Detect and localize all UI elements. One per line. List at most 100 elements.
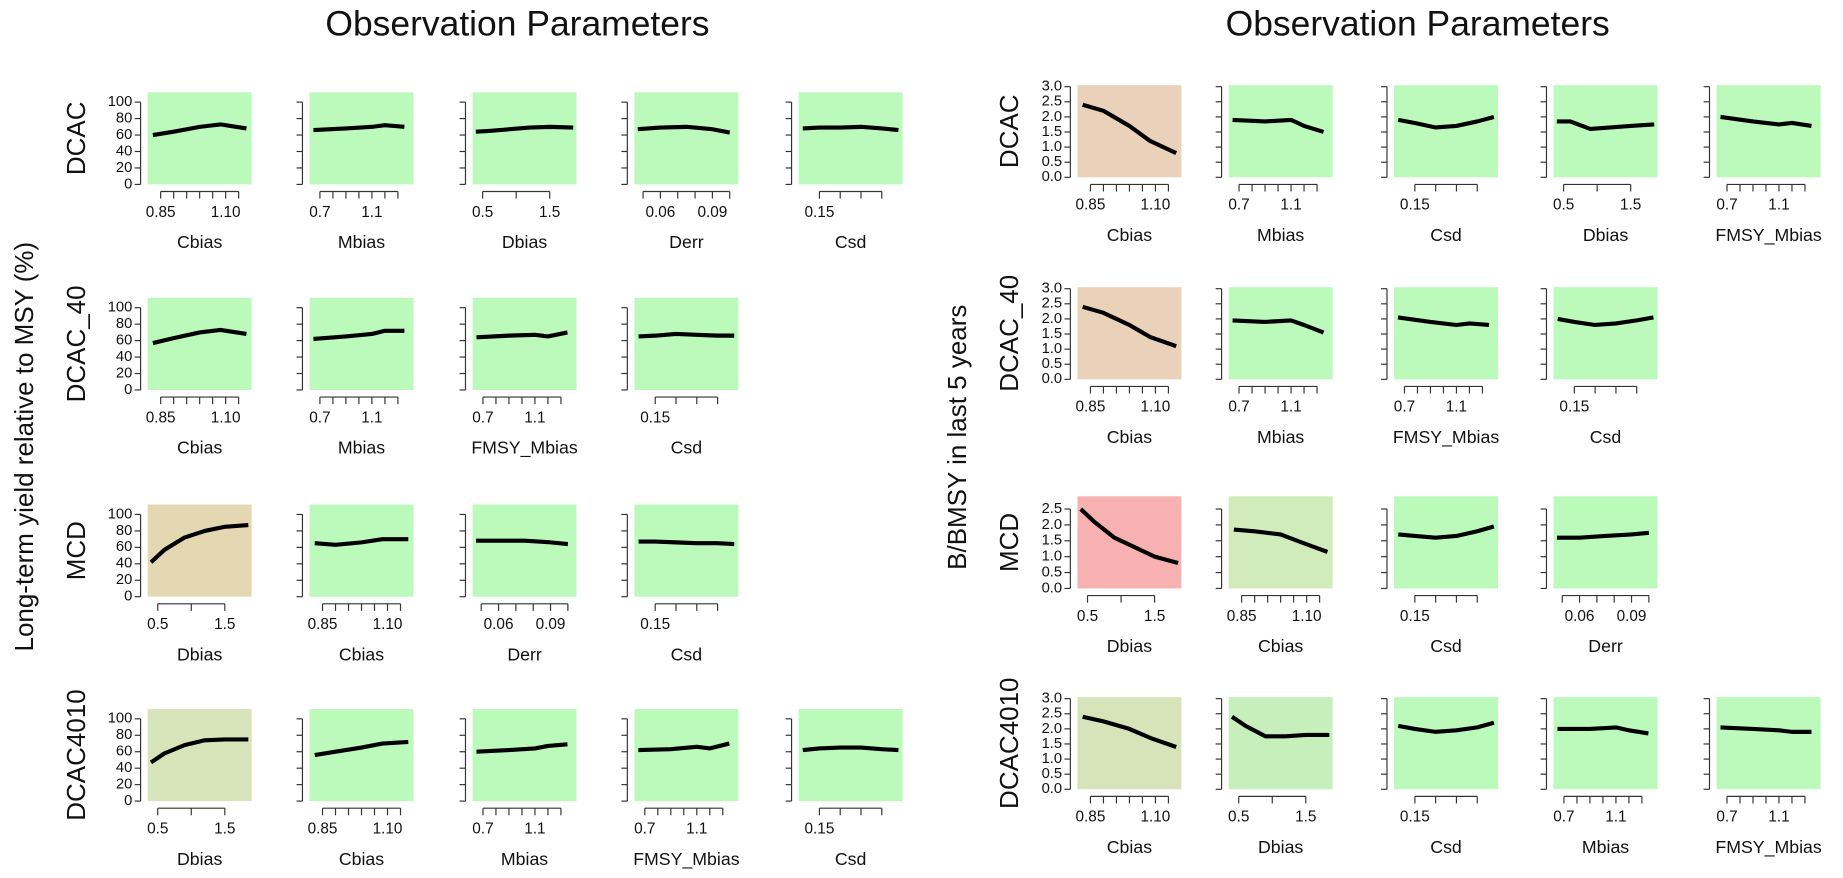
x-tick-label: 0.09 bbox=[536, 616, 566, 633]
point-cloud bbox=[309, 92, 414, 185]
trend-line bbox=[152, 327, 247, 346]
x-tick-label: 0.09 bbox=[1617, 608, 1647, 625]
trend-line bbox=[476, 330, 568, 340]
y-tick-label: 2.0 bbox=[1042, 109, 1063, 125]
x-tick-label: 1.5 bbox=[214, 821, 235, 838]
y-tick-label: 1.5 bbox=[1042, 326, 1063, 342]
trend-line bbox=[638, 539, 735, 547]
trend-line bbox=[475, 538, 569, 547]
y-tick-label: 20 bbox=[116, 777, 132, 793]
x-axis-title: Mbias bbox=[1257, 427, 1304, 447]
trend-line bbox=[1232, 117, 1325, 134]
x-axis-title: Dbias bbox=[1258, 837, 1303, 857]
y-tick-label: 0.0 bbox=[1042, 580, 1063, 596]
x-tick-label: 0.15 bbox=[1400, 809, 1430, 826]
trend-line bbox=[476, 742, 568, 754]
x-tick-label: 0.5 bbox=[147, 616, 168, 633]
y-tick-label: 80 bbox=[116, 523, 132, 539]
x-axis-title: FMSY_Mbias bbox=[471, 438, 577, 459]
trend-line bbox=[149, 523, 249, 564]
trend-line bbox=[1556, 119, 1655, 132]
y-tick-label: 40 bbox=[116, 556, 132, 572]
y-tick-label: 2.0 bbox=[1042, 517, 1063, 533]
point-cloud bbox=[472, 708, 577, 802]
y-tick-label: 0.0 bbox=[1042, 781, 1063, 797]
y-tick-label: 1.0 bbox=[1042, 139, 1063, 155]
point-cloud bbox=[147, 297, 252, 390]
trend-line bbox=[1397, 315, 1490, 328]
trend-line bbox=[638, 741, 730, 753]
trend-line bbox=[314, 739, 409, 758]
x-axis-title: Cbias bbox=[1258, 636, 1303, 656]
x-axis-title: Csd bbox=[1430, 225, 1462, 245]
x-tick-label: 1.1 bbox=[1768, 197, 1789, 214]
y-tick-label: 40 bbox=[116, 760, 132, 776]
y-tick-label: 0 bbox=[124, 589, 132, 605]
x-tick-label: 1.1 bbox=[524, 409, 545, 426]
y-axis-title: Long-term yield relative to MSY (%) bbox=[9, 242, 39, 652]
y-tick-label: 60 bbox=[116, 539, 132, 555]
trend-line bbox=[1397, 114, 1495, 130]
x-tick-label: 1.1 bbox=[1280, 399, 1301, 416]
x-tick-label: 0.85 bbox=[308, 821, 338, 838]
trend-line bbox=[1233, 527, 1329, 554]
point-cloud bbox=[634, 708, 739, 802]
row-label: DCAC bbox=[994, 94, 1024, 168]
point-cloud bbox=[1228, 287, 1333, 380]
y-tick-label: 80 bbox=[116, 727, 132, 743]
trend-line bbox=[1082, 714, 1177, 749]
x-tick-label: 0.06 bbox=[484, 616, 514, 633]
x-tick-label: 0.7 bbox=[1716, 197, 1737, 214]
x-axis-title: Cbias bbox=[339, 644, 384, 664]
x-tick-label: 0.7 bbox=[1553, 809, 1574, 826]
x-axis-title: Mbias bbox=[338, 438, 385, 458]
y-tick-label: 3.0 bbox=[1042, 281, 1063, 297]
trend-line bbox=[1082, 102, 1178, 155]
trend-line bbox=[475, 124, 574, 134]
row-label: MCD bbox=[994, 513, 1024, 572]
trend-line bbox=[314, 537, 409, 547]
x-tick-label: 1.5 bbox=[214, 616, 235, 633]
x-axis-title: Csd bbox=[671, 644, 703, 664]
y-tick-label: 0.5 bbox=[1042, 564, 1063, 580]
y-tick-label: 100 bbox=[108, 300, 133, 316]
x-axis-title: Cbias bbox=[1107, 427, 1152, 447]
y-tick-label: 0.5 bbox=[1042, 356, 1063, 372]
x-axis-title: Cbias bbox=[177, 438, 222, 458]
y-tick-label: 100 bbox=[108, 94, 133, 110]
x-axis-title: Cbias bbox=[1107, 225, 1152, 245]
point-cloud bbox=[309, 504, 414, 597]
point-cloud bbox=[1716, 85, 1821, 178]
figure-title: Observation Parameters bbox=[325, 3, 709, 43]
x-axis-title: Derr bbox=[669, 232, 704, 252]
x-tick-label: 1.1 bbox=[361, 204, 382, 221]
trend-line bbox=[149, 737, 249, 765]
x-tick-label: 0.7 bbox=[472, 409, 493, 426]
y-tick-label: 1.0 bbox=[1042, 751, 1063, 767]
y-tick-label: 2.0 bbox=[1042, 311, 1063, 327]
point-cloud bbox=[1553, 697, 1658, 790]
point-cloud bbox=[472, 297, 577, 390]
trend-line bbox=[802, 124, 899, 133]
x-tick-label: 0.15 bbox=[1400, 197, 1430, 214]
x-tick-label: 0.7 bbox=[472, 821, 493, 838]
y-tick-label: 100 bbox=[108, 506, 133, 522]
y-tick-label: 2.5 bbox=[1042, 296, 1063, 312]
x-tick-label: 0.85 bbox=[146, 409, 176, 426]
x-tick-label: 1.1 bbox=[1768, 809, 1789, 826]
x-tick-label: 1.10 bbox=[1140, 809, 1170, 826]
x-tick-label: 0.5 bbox=[147, 821, 168, 838]
point-cloud bbox=[1553, 287, 1658, 380]
y-tick-label: 80 bbox=[116, 316, 132, 332]
x-tick-label: 0.15 bbox=[640, 616, 670, 633]
x-axis-title: Csd bbox=[835, 849, 867, 869]
x-tick-label: 0.7 bbox=[1394, 399, 1415, 416]
x-axis-title: Dbias bbox=[1583, 225, 1628, 245]
point-cloud bbox=[1394, 85, 1499, 178]
x-tick-label: 0.7 bbox=[1228, 197, 1249, 214]
point-cloud bbox=[1077, 287, 1182, 380]
x-axis-title: FMSY_Mbias bbox=[633, 849, 739, 870]
x-tick-label: 0.85 bbox=[1227, 608, 1257, 625]
x-tick-label: 0.15 bbox=[1400, 608, 1430, 625]
